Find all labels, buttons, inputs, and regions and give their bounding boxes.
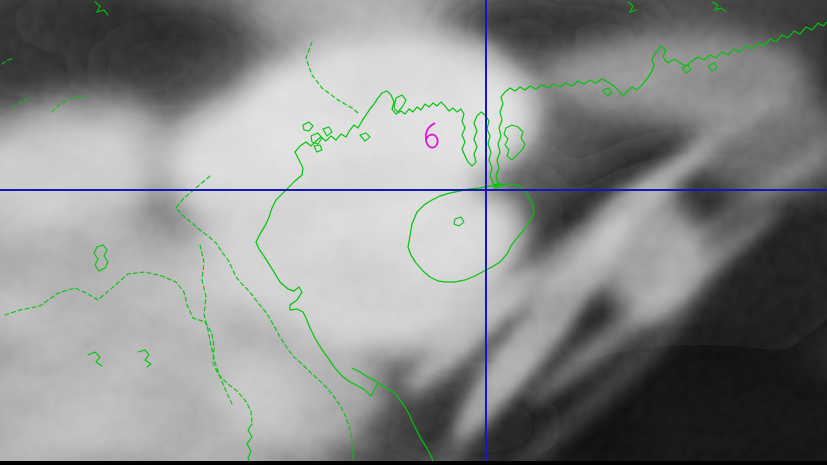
cyclone-marker-icon: 6 bbox=[424, 122, 439, 149]
border-laos-inner bbox=[4, 271, 253, 425]
coastal-lagoon bbox=[351, 367, 382, 386]
scan-edge-bar bbox=[0, 461, 827, 465]
border-layer bbox=[1, 41, 359, 464]
border-fragment-west bbox=[199, 244, 233, 405]
islets bbox=[87, 1, 727, 464]
coastline-vietnam bbox=[255, 151, 434, 464]
border-vietnam-laos bbox=[175, 175, 354, 464]
coastline-hainan bbox=[407, 183, 535, 283]
coastline-china-south bbox=[294, 21, 827, 190]
border-china-vietnam bbox=[305, 41, 359, 114]
